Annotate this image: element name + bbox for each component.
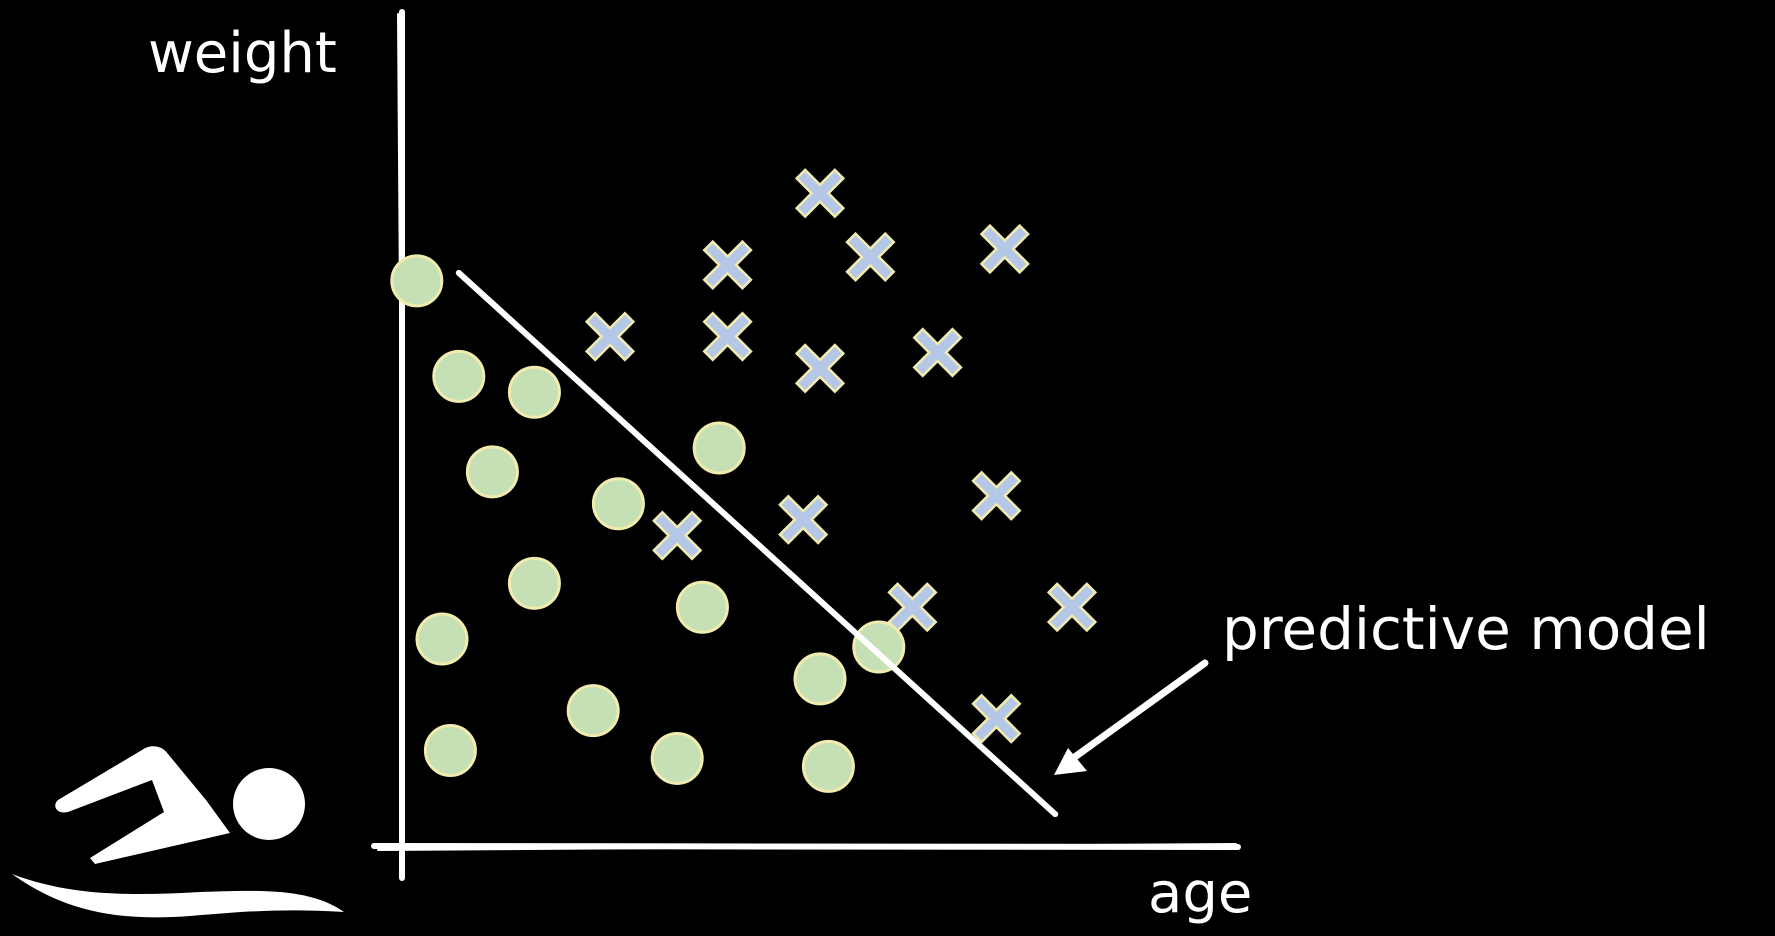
circle-point (415, 612, 469, 666)
circle-point (650, 731, 704, 785)
cross-point (971, 693, 1022, 744)
data-points (390, 168, 1098, 793)
cross-point (702, 311, 753, 362)
cross-point (979, 223, 1030, 275)
axes (371, 9, 1241, 881)
cross-point (794, 343, 846, 394)
cross-shape (845, 231, 896, 283)
cross-shape (584, 311, 636, 362)
y-axis-label: weight (148, 21, 337, 86)
circle-point (507, 365, 561, 419)
cross-point (584, 311, 636, 362)
circle-point (390, 254, 444, 308)
model-line-group (455, 269, 1209, 818)
cross-point (652, 510, 703, 561)
swimmer-icon (12, 746, 344, 918)
cross-shape (702, 239, 753, 291)
circle-point (793, 652, 847, 706)
circle-point (591, 477, 645, 531)
predictive-model-label: predictive model (1222, 595, 1710, 663)
cross-shape (912, 327, 963, 378)
cross-shape (778, 494, 829, 545)
cross-shape (794, 168, 846, 219)
cross-shape (971, 693, 1022, 744)
circle-point (423, 723, 477, 777)
x-axis-label: age (1148, 861, 1253, 926)
annotation-arrow-shaft (1068, 659, 1209, 763)
cross-point (1046, 582, 1098, 633)
cross-point (794, 168, 846, 219)
cross-shape (702, 311, 753, 362)
annotation-arrow-head (1054, 748, 1087, 775)
y-axis-sketch-line (397, 13, 405, 877)
cross-point (912, 327, 963, 378)
x-axis-sketch-line (377, 843, 1237, 851)
cross-point (845, 231, 896, 283)
cross-shape (979, 223, 1030, 275)
circle-point (801, 739, 855, 793)
cross-point (971, 470, 1022, 521)
cross-point (702, 239, 753, 291)
cross-shape (887, 582, 938, 633)
cross-shape (794, 343, 846, 394)
cross-point (887, 582, 938, 633)
cross-shape (652, 510, 703, 561)
cross-shape (971, 470, 1022, 521)
circle-point (852, 620, 906, 674)
circle-point (507, 556, 561, 610)
circle-point (566, 684, 620, 738)
circle-point (465, 445, 519, 499)
cross-shape (1046, 582, 1098, 633)
circle-point (692, 421, 746, 475)
circle-point (432, 349, 486, 403)
cross-point (778, 494, 829, 545)
predictive-model-sketch-line (461, 274, 1055, 815)
circle-point (675, 580, 729, 634)
